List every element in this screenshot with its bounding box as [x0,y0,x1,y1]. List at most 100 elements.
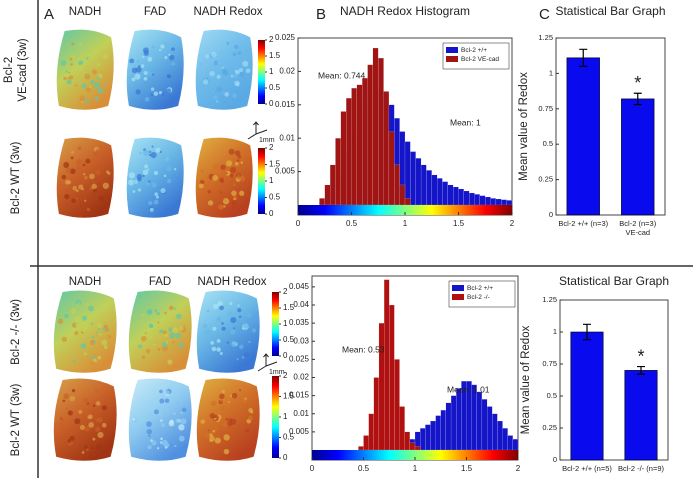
tissue-texture [175,418,180,424]
tissue-texture [240,161,244,164]
tissue-texture [84,445,88,449]
tissue-image [126,137,184,218]
histogram-bar [378,57,384,206]
tissue-texture [136,60,140,63]
tissue-texture [89,339,96,346]
bar [621,98,655,216]
x-tick-label: 0 [310,464,315,473]
tissue-texture [75,165,82,172]
tissue-texture [212,414,220,422]
y-tick-label: 0.25 [542,423,557,432]
histogram-bar [435,415,441,451]
chart-title: Statistical Bar Graph [559,274,669,288]
histogram-bar [358,446,364,451]
tissue-texture [151,182,157,188]
tissue-texture [241,398,247,404]
y-tick-label: 1.25 [538,33,553,42]
tissue-texture [74,331,79,336]
tissue-texture [148,413,154,419]
tissue-texture [83,325,89,331]
tissue-texture [71,42,75,46]
y-tick-label: 1 [549,68,553,77]
tissue-texture [150,336,154,340]
histogram-bar [324,184,331,206]
y-tick-label: 0.01 [279,133,295,142]
histogram-bar [368,413,374,451]
tissue-texture [212,79,215,82]
tissue-texture [234,150,241,156]
tissue-texture [85,158,91,164]
histogram-bar [319,198,325,206]
histogram-bar [414,446,421,451]
tissue-texture [146,421,152,427]
tissue-texture [227,420,233,427]
tissue-texture [161,318,166,323]
tissue-texture [88,422,95,428]
tissue-texture [75,302,79,305]
tissue-texture [84,199,87,202]
tissue-texture [89,173,95,180]
tissue-texture [79,424,85,430]
tissue-texture [212,326,217,331]
tissue-texture [69,435,75,441]
tissue-texture [164,333,168,338]
histogram-bar [490,198,497,206]
tissue-texture [148,200,153,206]
tissue-texture [160,419,163,422]
histogram-bar [425,424,431,451]
tissue-texture [141,331,146,336]
tissue-texture [90,360,96,366]
legend-label: Bcl-2 +/+ [467,285,493,292]
histogram-bar [450,395,457,451]
tissue-texture [99,394,105,400]
tissue-texture [160,44,165,49]
annotation: Mean: 0.53 [342,344,385,354]
tissue-texture [159,389,163,394]
colorbar-tick-label: 1.5 [269,51,281,60]
tissue-texture [231,200,237,206]
tissue-texture [129,58,135,64]
tissue-texture [169,332,176,339]
tissue-texture [140,64,145,68]
tissue-texture [70,156,74,160]
tissue-texture [90,303,93,306]
tissue-texture [216,339,221,343]
tissue-texture [248,415,254,421]
histogram-bar [492,413,498,451]
tissue-texture [86,448,89,452]
tissue-texture [148,150,152,154]
histogram-bar [372,47,379,206]
tissue-texture [223,448,230,455]
histogram-bar [378,323,385,451]
x-tick-label: 0 [296,219,301,228]
y-tick-label: 0.75 [542,359,557,368]
tissue-texture [99,333,102,336]
tissue-texture [89,85,92,88]
tissue-texture [61,174,67,180]
histogram-bar [340,111,347,206]
tissue-texture [75,84,78,87]
tissue-texture [158,90,163,95]
tissue-texture [71,198,76,203]
tissue-texture [78,56,83,61]
tissue-texture [158,412,163,417]
tissue-image [196,290,260,373]
tissue-texture [96,62,101,67]
tissue-texture [143,149,150,156]
tissue-texture [67,439,72,443]
tissue-texture [101,405,108,411]
tissue-texture [158,48,162,52]
tissue-texture [94,426,101,432]
tissue-texture [163,174,167,178]
tissue-texture [79,95,86,102]
y-tick-label: 0.02 [279,67,295,76]
tissue-texture [204,329,211,336]
colorbar-tick-label: 0.5 [283,433,295,442]
tissue-texture [68,75,74,80]
x-tick-label: 1 [413,464,418,473]
tissue-texture [153,409,159,415]
tissue-texture [238,68,244,73]
tissue-texture [153,171,159,176]
tissue-texture [131,77,136,82]
histogram-bar [476,391,483,451]
